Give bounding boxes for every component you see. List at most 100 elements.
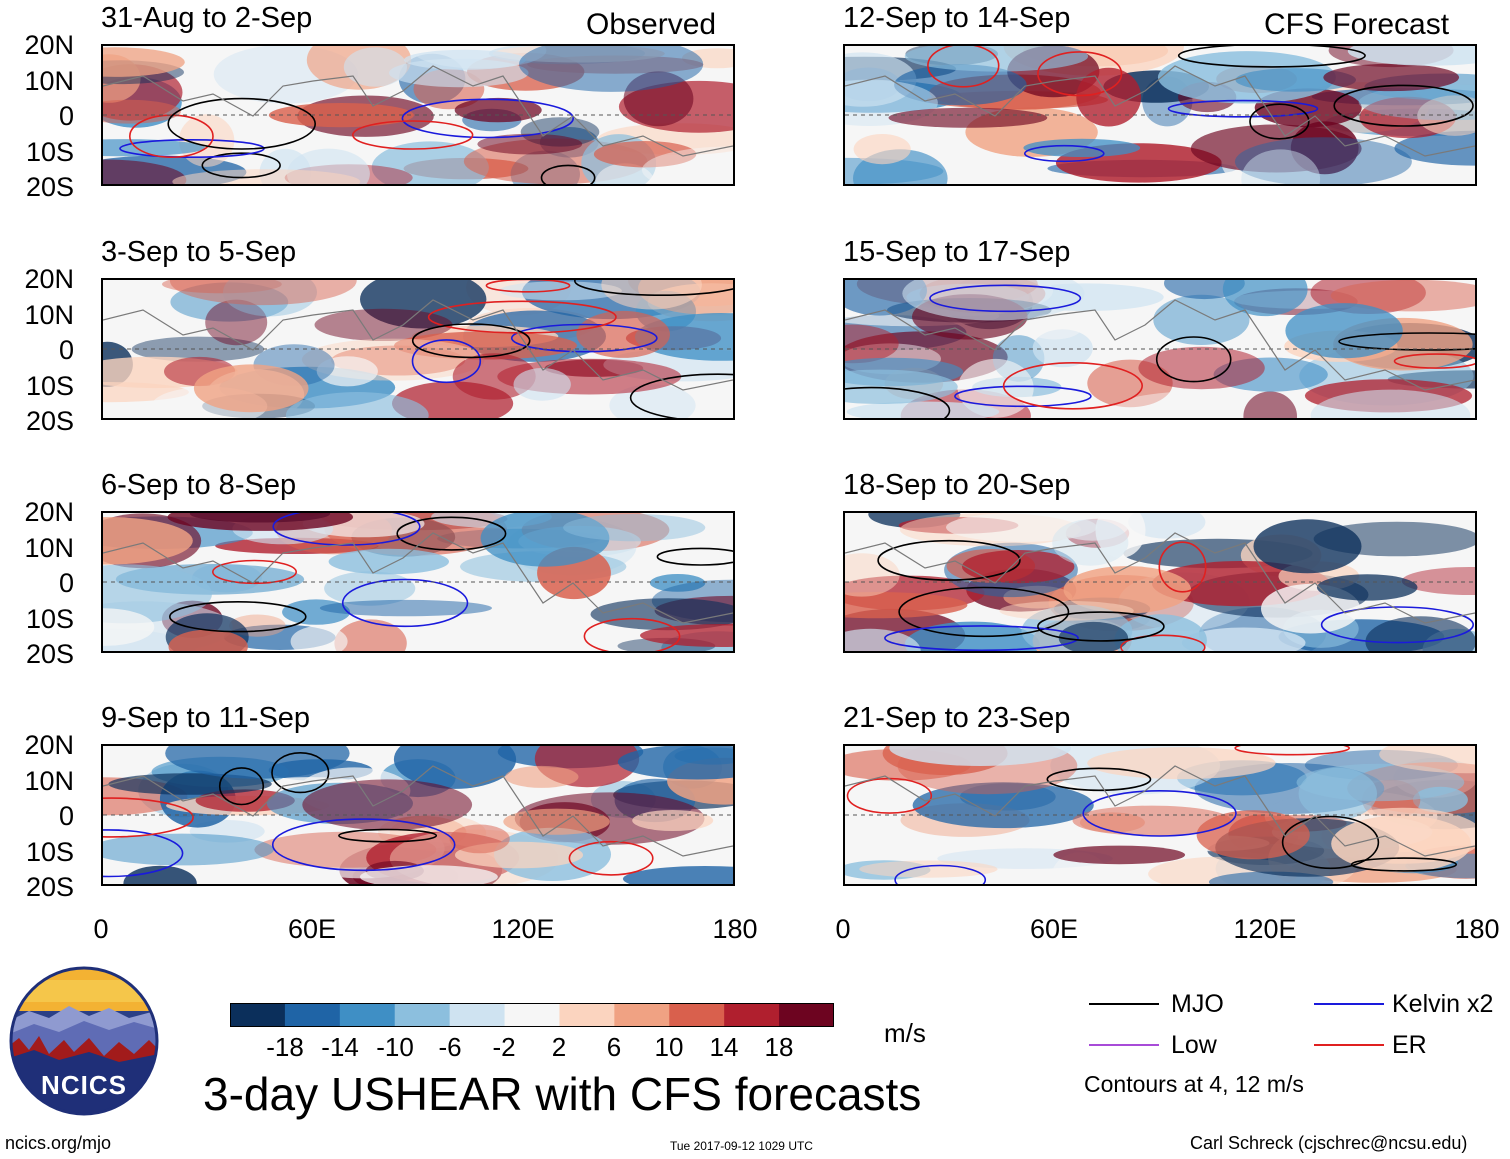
- shear-blob: [103, 159, 187, 184]
- shear-blob: [371, 141, 489, 184]
- contour-line: [103, 797, 194, 838]
- observed-label: Observed: [586, 8, 717, 41]
- lat-20s: 20S: [25, 872, 74, 902]
- contour-line: [169, 600, 307, 633]
- shear-blob: [595, 163, 655, 184]
- shear-blob: [302, 779, 473, 831]
- lat-20n: 20N: [24, 264, 74, 294]
- colorbar-swatch: [779, 1003, 835, 1027]
- shear-blob: [359, 865, 498, 884]
- shear-blob: [404, 49, 526, 70]
- shear-blob: [328, 548, 449, 575]
- lon-180-left: 180: [712, 914, 758, 944]
- contour-line: [1155, 336, 1232, 383]
- lat-10s: 10S: [25, 371, 74, 401]
- shear-blob: [1316, 574, 1418, 601]
- shear-blob: [223, 280, 317, 317]
- shear-blob: [285, 392, 429, 418]
- shear-blob: [609, 384, 696, 418]
- map-panel-fc-1: [843, 44, 1477, 186]
- shear-blob: [1063, 566, 1192, 614]
- contour-line: [1350, 857, 1458, 872]
- contour-line: [411, 323, 531, 359]
- main-title: 3-day USHEAR with CFS forecasts: [203, 1068, 922, 1120]
- panel-title-fc-2: 15-Sep to 17-Sep: [843, 236, 1071, 268]
- contour-line: [583, 617, 681, 651]
- shear-blob: [590, 598, 733, 631]
- shear-blob: [889, 746, 1071, 766]
- shear-blob: [632, 810, 714, 831]
- shear-blob: [1222, 280, 1308, 317]
- contour-line: [1234, 746, 1350, 756]
- shear-blob: [477, 133, 583, 155]
- shear-blob: [1285, 303, 1403, 359]
- contour-line: [929, 284, 1082, 313]
- contour-line: [1249, 103, 1310, 140]
- shear-blob: [1243, 391, 1297, 418]
- shear-blob: [480, 513, 610, 567]
- shear-blob: [1114, 614, 1207, 651]
- shear-blob: [519, 46, 704, 92]
- shear-blob: [393, 746, 517, 789]
- contour-line: [877, 539, 1021, 581]
- map-panel-obs-1: [101, 44, 735, 186]
- colorbar-swatch: [449, 1003, 506, 1027]
- contour-line: [352, 120, 474, 150]
- coastline: [103, 65, 733, 157]
- map-field: [103, 513, 733, 651]
- shear-blob: [1053, 845, 1186, 865]
- shear-blob: [1296, 763, 1465, 802]
- shear-blob: [962, 550, 1075, 584]
- panel-title-fc-3: 18-Sep to 20-Sep: [843, 469, 1071, 501]
- cbar-label-10: 18: [764, 1032, 794, 1062]
- map-field: [845, 280, 1475, 418]
- shear-blob: [360, 280, 487, 329]
- lat-eq: 0: [58, 101, 74, 131]
- cbar-label-9: 14: [709, 1032, 739, 1062]
- shear-blob: [1032, 329, 1093, 368]
- contour-line: [271, 752, 330, 794]
- shear-blob: [1313, 521, 1475, 557]
- shear-blob: [103, 517, 193, 565]
- lat-10n: 10N: [24, 66, 74, 96]
- shear-blob: [1417, 95, 1475, 136]
- shear-blob: [170, 282, 289, 322]
- lon-120e-left: 120E: [491, 914, 555, 944]
- logo-text: NCICS: [41, 1070, 127, 1100]
- shear-blob: [1379, 746, 1475, 774]
- contour-line: [574, 280, 733, 296]
- shear-blob: [999, 600, 1134, 621]
- contour-line: [396, 516, 507, 551]
- shear-blob: [649, 574, 706, 592]
- shear-blob: [1025, 313, 1083, 340]
- shear-blob: [1358, 84, 1475, 121]
- contour-line: [540, 164, 596, 184]
- contour-line: [1338, 332, 1475, 351]
- cbar-label-6: 2: [551, 1032, 567, 1062]
- contour-line: [884, 625, 1079, 651]
- shear-blob: [640, 624, 733, 647]
- shear-blob: [888, 107, 1048, 128]
- lat-20n: 20N: [24, 730, 74, 760]
- lat-10n: 10N: [24, 533, 74, 563]
- cbar-label-3: -10: [376, 1032, 414, 1062]
- shear-blob: [162, 280, 282, 294]
- contour-line: [1002, 362, 1143, 410]
- coastline: [845, 765, 1475, 857]
- shear-blob: [172, 169, 361, 184]
- shear-blob: [846, 401, 1000, 418]
- panel-title-fc-1: 12-Sep to 14-Sep: [843, 2, 1071, 34]
- contour-line: [1333, 84, 1474, 127]
- contour-line: [1167, 99, 1319, 118]
- cbar-label-5: -2: [492, 1032, 516, 1062]
- map-field: [103, 46, 733, 184]
- shear-blob: [268, 103, 414, 128]
- cbar-label-2: -14: [321, 1032, 359, 1062]
- lon-0-right: 0: [835, 914, 851, 944]
- contour-line: [167, 97, 316, 150]
- lat-10n: 10N: [24, 766, 74, 796]
- colorbar-graphic: [230, 1003, 835, 1027]
- lat-10s: 10S: [25, 604, 74, 634]
- shear-blob: [1058, 621, 1129, 651]
- map-panel-fc-4: [843, 744, 1477, 886]
